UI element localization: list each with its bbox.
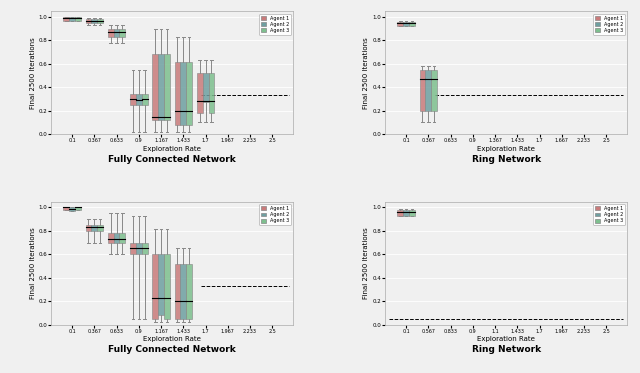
- Legend: Agent 1, Agent 2, Agent 3: Agent 1, Agent 2, Agent 3: [259, 204, 291, 225]
- Text: Ring Network: Ring Network: [472, 345, 541, 354]
- Bar: [75, 207, 81, 210]
- Bar: [130, 94, 136, 105]
- Bar: [108, 233, 114, 242]
- Bar: [141, 242, 148, 254]
- Bar: [164, 54, 170, 120]
- Bar: [69, 207, 75, 211]
- Bar: [152, 254, 158, 319]
- Bar: [63, 17, 69, 21]
- Bar: [186, 264, 192, 319]
- Y-axis label: Final 2500 Iterations: Final 2500 Iterations: [29, 37, 35, 109]
- Bar: [409, 22, 415, 26]
- Bar: [420, 70, 426, 111]
- Bar: [197, 73, 203, 113]
- Bar: [203, 73, 209, 103]
- Bar: [152, 54, 158, 120]
- Legend: Agent 1, Agent 2, Agent 3: Agent 1, Agent 2, Agent 3: [593, 14, 625, 35]
- Bar: [114, 233, 120, 242]
- Bar: [158, 254, 164, 315]
- Y-axis label: Final 2500 Iterations: Final 2500 Iterations: [364, 37, 369, 109]
- Bar: [86, 225, 92, 231]
- Text: Fully Connected Network: Fully Connected Network: [108, 345, 236, 354]
- X-axis label: Exploration Rate: Exploration Rate: [477, 336, 535, 342]
- Bar: [397, 22, 403, 26]
- Bar: [141, 94, 148, 105]
- X-axis label: Exploration Rate: Exploration Rate: [143, 336, 201, 342]
- Bar: [186, 62, 192, 125]
- Bar: [97, 225, 103, 231]
- Bar: [97, 19, 103, 23]
- Text: Ring Network: Ring Network: [472, 154, 541, 164]
- Bar: [180, 62, 186, 125]
- Bar: [86, 19, 92, 23]
- Bar: [164, 254, 170, 319]
- Bar: [158, 54, 164, 120]
- Bar: [397, 210, 403, 216]
- Y-axis label: Final 2500 Iterations: Final 2500 Iterations: [29, 227, 35, 299]
- Y-axis label: Final 2500 Iterations: Final 2500 Iterations: [364, 227, 369, 299]
- Bar: [92, 225, 97, 231]
- Bar: [75, 17, 81, 21]
- X-axis label: Exploration Rate: Exploration Rate: [477, 146, 535, 152]
- Bar: [130, 242, 136, 254]
- Bar: [180, 264, 186, 319]
- Bar: [426, 70, 431, 111]
- Bar: [409, 210, 415, 216]
- Bar: [63, 207, 69, 210]
- X-axis label: Exploration Rate: Exploration Rate: [143, 146, 201, 152]
- Legend: Agent 1, Agent 2, Agent 3: Agent 1, Agent 2, Agent 3: [259, 14, 291, 35]
- Bar: [92, 19, 97, 23]
- Bar: [175, 62, 180, 125]
- Bar: [403, 22, 409, 26]
- Bar: [120, 233, 125, 242]
- Text: Fully Connected Network: Fully Connected Network: [108, 154, 236, 164]
- Bar: [69, 17, 75, 21]
- Bar: [175, 264, 180, 319]
- Bar: [120, 29, 125, 37]
- Bar: [403, 210, 409, 216]
- Legend: Agent 1, Agent 2, Agent 3: Agent 1, Agent 2, Agent 3: [593, 204, 625, 225]
- Bar: [136, 242, 141, 254]
- Bar: [108, 29, 114, 37]
- Bar: [431, 70, 437, 111]
- Bar: [136, 94, 141, 105]
- Bar: [209, 73, 214, 113]
- Bar: [114, 29, 120, 37]
